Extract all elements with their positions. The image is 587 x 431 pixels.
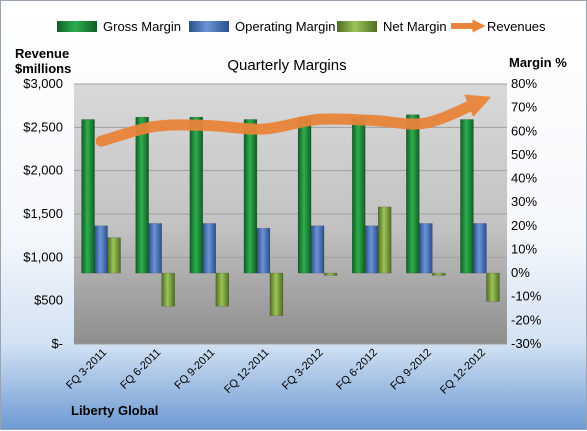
right-tick-label: 20% — [511, 218, 537, 233]
right-tick-label: -20% — [511, 312, 542, 327]
legend-item-operating-margin: Operating Margin — [189, 19, 335, 34]
x-tick-label: FQ 12-2011 — [222, 347, 271, 396]
right-tick-label: 30% — [511, 194, 537, 209]
left-axis-title-line2: $millions — [15, 61, 71, 76]
operating-margin-bar — [365, 226, 378, 273]
gross-margin-bar — [352, 117, 365, 273]
right-axis-ticks: -30% -20% -10% 0% 10% 20% 30% 40% 50% 60% 70% 80% — [511, 76, 542, 351]
legend-label-operating-margin: Operating Margin — [235, 19, 335, 34]
left-tick-label: $1,000 — [23, 249, 63, 264]
right-tick-label: 0% — [511, 265, 530, 280]
left-tick-label: $1,500 — [23, 206, 63, 221]
net-margin-bar — [378, 207, 391, 273]
right-tick-label: 10% — [511, 241, 537, 256]
legend: Gross Margin Operating Margin Net Margin… — [57, 19, 546, 34]
legend-label-net-margin: Net Margin — [383, 19, 447, 34]
net-margin-bar — [162, 273, 175, 306]
company-label: Liberty Global — [71, 403, 158, 418]
right-axis-title: Margin % — [509, 55, 567, 70]
legend-item-gross-margin: Gross Margin — [57, 19, 181, 34]
right-tick-label: -30% — [511, 336, 542, 351]
gross-margin-bar — [136, 117, 149, 273]
gross-margin-bar — [460, 119, 473, 273]
net-margin-bar — [270, 273, 283, 316]
gross-margin-bar — [82, 119, 95, 273]
right-tick-label: -10% — [511, 289, 542, 304]
left-axis-title-line1: Revenue — [15, 46, 69, 61]
gross-margin-bar — [190, 117, 203, 273]
left-tick-label: $- — [51, 336, 63, 351]
left-tick-label: $500 — [34, 293, 63, 308]
right-tick-label: 40% — [511, 171, 537, 186]
legend-item-revenues: Revenues — [451, 19, 546, 34]
gross-margin-bar — [244, 119, 257, 273]
operating-margin-bar — [311, 226, 324, 273]
right-tick-label: 60% — [511, 123, 537, 138]
net-margin-bar — [108, 238, 121, 273]
left-axis-ticks: $- $500 $1,000 $1,500 $2,000 $2,500 $3,000 — [23, 76, 63, 351]
net-margin-bar — [216, 273, 229, 306]
legend-swatch-operating-margin — [189, 21, 229, 32]
operating-margin-bar — [257, 228, 270, 273]
chart-title: Quarterly Margins — [227, 57, 346, 74]
legend-item-net-margin: Net Margin — [337, 19, 447, 34]
right-tick-label: 80% — [511, 76, 537, 91]
left-tick-label: $2,000 — [23, 163, 63, 178]
operating-margin-bar — [473, 223, 486, 273]
x-tick-label: FQ 9-2012 — [388, 347, 434, 393]
gross-margin-bar — [298, 117, 311, 273]
x-tick-label: FQ 6-2012 — [334, 347, 380, 393]
x-tick-label: FQ 3-2011 — [64, 347, 109, 392]
operating-margin-bar — [203, 223, 216, 273]
operating-margin-bar — [419, 223, 432, 273]
x-tick-label: FQ 3-2012 — [280, 347, 326, 393]
net-margin-bar — [324, 273, 337, 275]
x-tick-label: FQ 6-2011 — [118, 347, 163, 392]
net-margin-bar — [486, 273, 499, 301]
legend-label-revenues: Revenues — [487, 19, 546, 34]
x-tick-label: FQ 12-2012 — [438, 347, 488, 397]
operating-margin-bar — [149, 223, 162, 273]
left-tick-label: $2,500 — [23, 119, 63, 134]
net-margin-bar — [432, 273, 445, 275]
left-tick-label: $3,000 — [23, 76, 63, 91]
legend-swatch-net-margin — [337, 21, 377, 32]
operating-margin-bar — [95, 226, 108, 273]
right-tick-label: 70% — [511, 100, 537, 115]
legend-swatch-gross-margin — [57, 21, 97, 32]
gross-margin-bar — [406, 115, 419, 273]
legend-label-gross-margin: Gross Margin — [103, 19, 181, 34]
right-tick-label: 50% — [511, 147, 537, 162]
x-tick-label: FQ 9-2011 — [172, 347, 217, 392]
